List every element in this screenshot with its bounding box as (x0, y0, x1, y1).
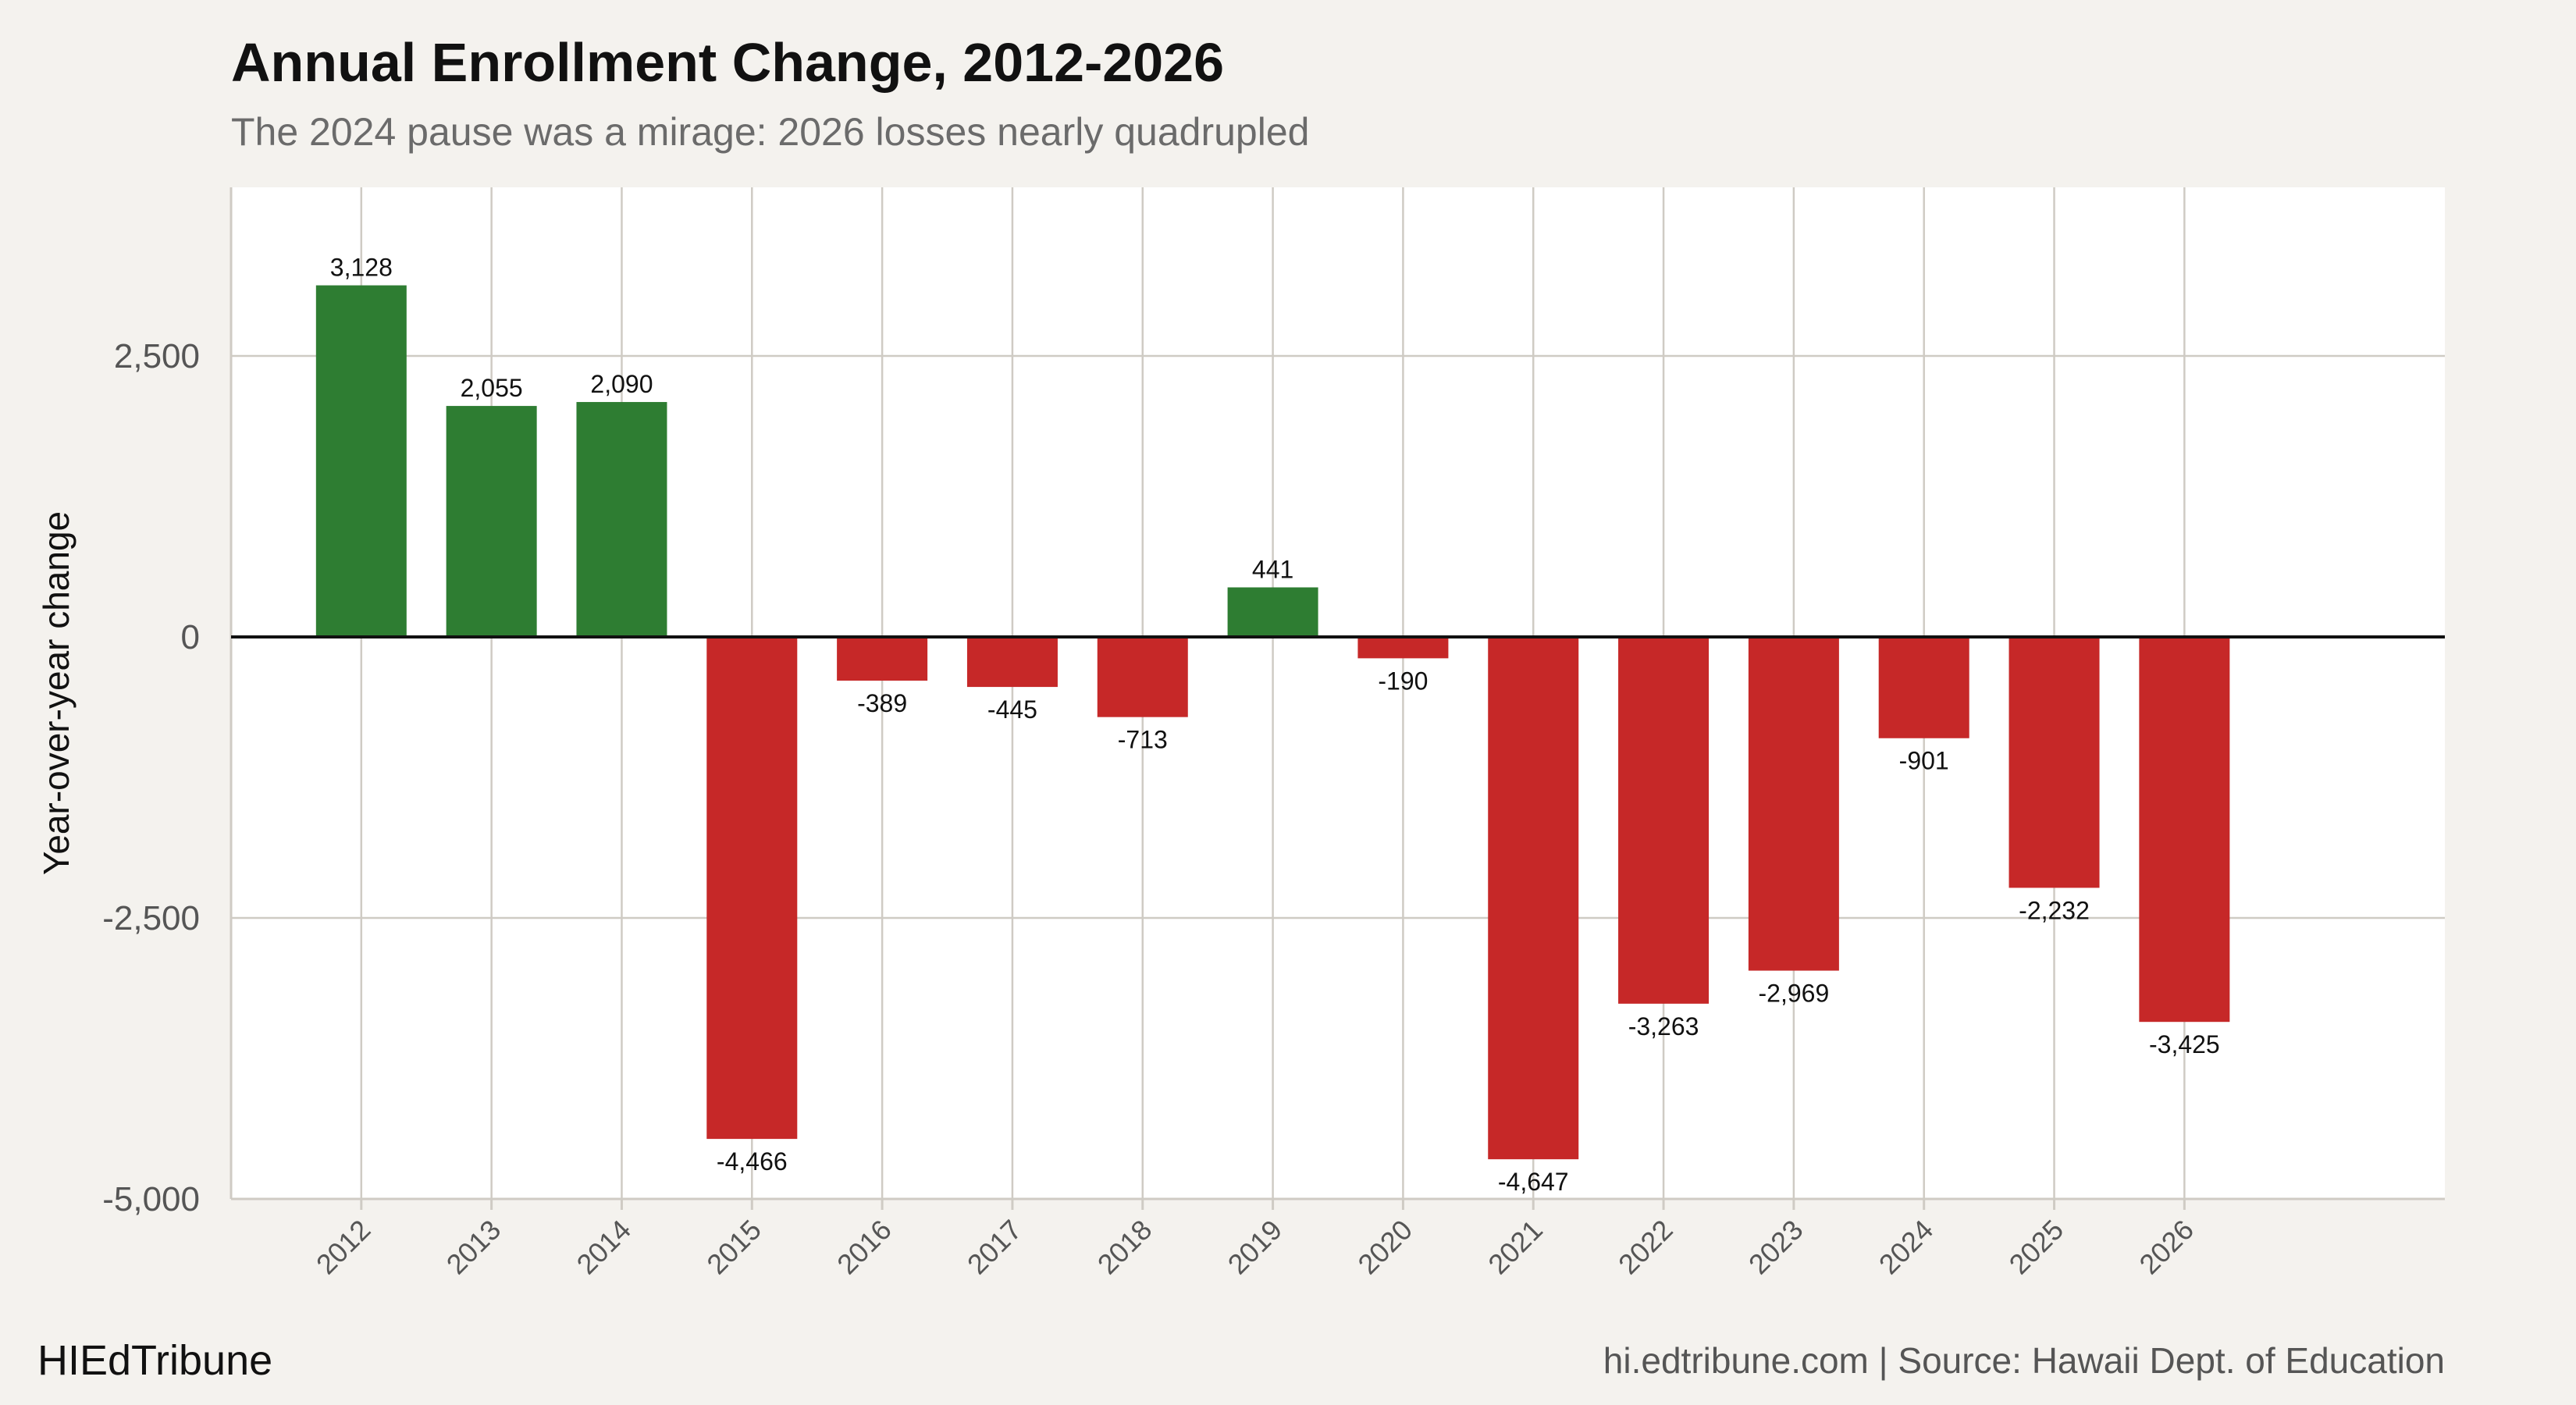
x-tick-label-2025: 2025 (2003, 1214, 2070, 1281)
data-label-2016: -389 (857, 689, 907, 717)
y-tick-label: -2,500 (102, 899, 200, 937)
bar-2025 (2008, 637, 2100, 888)
data-label-2022: -3,263 (1628, 1012, 1699, 1040)
x-tick-label-2024: 2024 (1873, 1214, 1940, 1281)
bar-2024 (1878, 637, 1969, 738)
x-tick-label-2023: 2023 (1742, 1214, 1809, 1281)
data-label-2017: -445 (987, 695, 1037, 724)
y-tick-label: 2,500 (114, 337, 200, 375)
x-tick-label-2016: 2016 (831, 1214, 898, 1281)
x-tick-label-2015: 2015 (700, 1214, 767, 1281)
data-label-2015: -4,466 (717, 1147, 788, 1176)
x-tick-label-2020: 2020 (1351, 1214, 1418, 1281)
x-tick-label-2019: 2019 (1222, 1214, 1289, 1281)
data-label-2014: 2,090 (590, 370, 653, 398)
data-label-2019: 441 (1252, 555, 1293, 583)
data-label-2021: -4,647 (1498, 1168, 1569, 1196)
x-tick-label-2018: 2018 (1091, 1214, 1158, 1281)
y-tick-label: -5,000 (102, 1180, 200, 1218)
bar-2018 (1097, 637, 1188, 717)
x-tick-label-2012: 2012 (310, 1214, 377, 1281)
x-tick-label-2026: 2026 (2133, 1214, 2200, 1281)
bar-2017 (966, 637, 1058, 688)
y-tick-label: 0 (181, 618, 200, 656)
source-credit: hi.edtribune.com | Source: Hawaii Dept. … (1603, 1340, 2445, 1381)
data-label-2024: -901 (1899, 747, 1949, 775)
bar-2016 (837, 637, 928, 681)
bar-2022 (1618, 637, 1710, 1004)
brand-name: HIEdTribune (37, 1337, 273, 1384)
x-tick-label-2013: 2013 (440, 1214, 507, 1281)
x-tick-label-2022: 2022 (1612, 1214, 1679, 1281)
data-label-2026: -3,425 (2149, 1030, 2220, 1058)
plot-panel (231, 187, 2445, 1199)
data-label-2025: -2,232 (2019, 896, 2090, 924)
bar-2026 (2139, 637, 2230, 1023)
data-label-2018: -713 (1118, 726, 1168, 754)
bar-2015 (706, 637, 798, 1140)
y-axis-title: Year-over-year change (36, 511, 76, 875)
bar-2023 (1748, 637, 1839, 971)
chart-subtitle: The 2024 pause was a mirage: 2026 losses… (231, 110, 1310, 154)
bar-2019 (1227, 587, 1318, 637)
bar-2014 (576, 402, 667, 637)
bar-2013 (446, 406, 537, 637)
x-tick-label-2014: 2014 (571, 1214, 638, 1281)
bar-2020 (1357, 637, 1449, 659)
bar-2021 (1488, 637, 1579, 1160)
x-tick-label-2021: 2021 (1482, 1214, 1549, 1281)
chart-title: Annual Enrollment Change, 2012-2026 (231, 32, 1225, 93)
data-label-2020: -190 (1378, 667, 1428, 695)
data-label-2023: -2,969 (1759, 980, 1830, 1008)
x-tick-label-2017: 2017 (961, 1214, 1028, 1281)
bar-2012 (315, 285, 407, 637)
data-label-2013: 2,055 (461, 374, 523, 402)
data-label-2012: 3,128 (330, 254, 393, 282)
